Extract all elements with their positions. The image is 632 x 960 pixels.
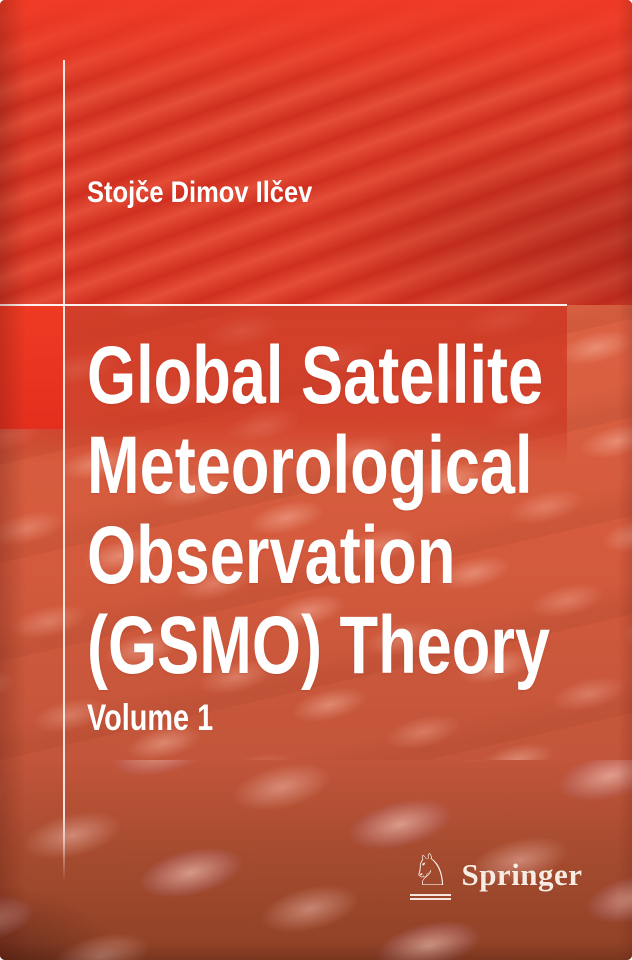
title-band-overlay — [0, 305, 567, 465]
title-line-4: (GSMO) Theory — [87, 600, 551, 691]
title-line-1: Global Satellite — [87, 330, 544, 421]
volume-label: Volume 1 — [87, 697, 214, 738]
red-accent-block — [0, 305, 63, 429]
title-line-2: Meteorological — [87, 420, 533, 511]
book-title: Global Satellite Meteorological Observat… — [87, 331, 550, 691]
chess-knight-icon: ♘ — [410, 849, 452, 900]
cover-background-top — [0, 0, 632, 305]
vertical-rule — [63, 60, 65, 882]
springer-logo: ♘ Springer — [410, 849, 583, 900]
author-name: Stojče Dimov Ilčev — [87, 176, 313, 209]
cover-background-bottom — [0, 760, 632, 960]
title-line-3: Observation — [87, 510, 456, 601]
publisher-name: Springer — [461, 856, 583, 892]
horizontal-rule — [0, 304, 567, 306]
